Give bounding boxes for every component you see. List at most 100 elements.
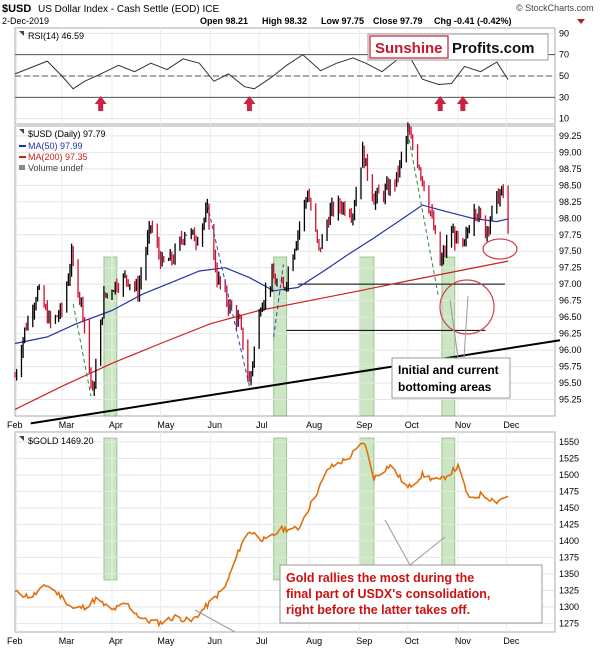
usd-dashed-guide: [273, 264, 284, 337]
usd-legend-icon: [19, 129, 24, 134]
bottoming-line2: bottoming areas: [398, 380, 492, 394]
month-label: Feb: [7, 420, 23, 430]
usd-legend-title: $USD (Daily) 97.79: [28, 129, 106, 139]
month-label: Nov: [455, 420, 472, 430]
gold-annotation: Gold rallies the most during the final p…: [279, 564, 543, 624]
month-label: Oct: [405, 420, 420, 430]
rsi-panel: 10 30 50 70 90 RSI(14) 46.59 Sunshine Profit…: [14, 27, 569, 125]
header-symbol: $USD: [2, 3, 31, 15]
rsi-tick-labels: 10 30 50 70 90: [559, 28, 569, 123]
usd-panel: 95.25 95.50 95.75 96.00 96.25 96.50 96.75 97.00…: [14, 122, 582, 425]
logo-part2: Profits.com: [452, 40, 535, 57]
usd-tick-label: 99.25: [559, 131, 582, 141]
gold-note-line3: right before the latter takes off.: [286, 603, 470, 617]
rsi-tick-label: 90: [559, 28, 569, 38]
initial-bottom-circle: [439, 279, 495, 335]
gold-tick-labels: 1275 1300 1325 1350 1375 1400 1425 1450 1475 1500…: [559, 437, 579, 629]
gold-tick-label: 1550: [559, 437, 579, 447]
usd-tick-label: 97.00: [559, 279, 582, 289]
gold-tick-label: 1325: [559, 585, 579, 595]
usd-tick-label: 95.25: [559, 395, 582, 405]
usd-tick-label: 95.50: [559, 378, 582, 388]
usd-tick-label: 95.75: [559, 362, 582, 372]
usd-tick-labels: 95.25 95.50 95.75 96.00 96.25 96.50 96.75 97.00…: [559, 131, 582, 405]
usd-trendline: [30, 339, 561, 425]
usd-tick-label: 98.75: [559, 164, 582, 174]
sunshine-profits-logo: Sunshine Profits.com: [367, 33, 549, 61]
header-date: 2-Dec-2019: [2, 16, 49, 26]
usd-tick-label: 96.25: [559, 329, 582, 339]
header-close: Close 97.79: [373, 16, 423, 26]
rsi-up-arrow-icon: [434, 96, 447, 111]
consolidation-zone: [441, 437, 456, 581]
gold-callout-lines: [194, 519, 446, 633]
header-chg: Chg -0.41 (-0.42%): [434, 16, 512, 26]
header-watermark: © StockCharts.com: [516, 3, 594, 13]
rsi-up-arrow-icon: [243, 96, 256, 111]
gold-note-line2: final part of USDX's consolidation,: [286, 587, 490, 601]
month-label: Feb: [7, 636, 23, 646]
usd-gridlines: [15, 126, 555, 416]
consolidation-zone: [273, 437, 288, 581]
usd-legend-ma50: MA(50) 97.99: [28, 141, 83, 151]
gold-tick-label: 1500: [559, 470, 579, 480]
usd-legend-ma200: MA(200) 97.35: [28, 152, 88, 162]
usd-tick-label: 98.00: [559, 213, 582, 223]
month-label: Mar: [59, 420, 75, 430]
consolidation-zone: [103, 256, 118, 417]
usd-tick-label: 96.75: [559, 296, 582, 306]
usd-tick-label: 96.50: [559, 312, 582, 322]
gold-tick-label: 1275: [559, 618, 579, 628]
month-label: Aug: [306, 636, 322, 646]
month-label: Nov: [455, 636, 472, 646]
rsi-tick-label: 70: [559, 50, 569, 60]
month-label: Apr: [109, 420, 123, 430]
month-label: May: [157, 420, 175, 430]
usd-legend-volume: Volume undef: [28, 163, 84, 173]
usd-dashed-guide: [72, 303, 92, 397]
rsi-up-arrow-icon: [456, 96, 469, 111]
gold-tick-label: 1425: [559, 519, 579, 529]
usd-tick-label: 97.50: [559, 246, 582, 256]
header-low: Low 97.75: [321, 16, 364, 26]
gold-tick-label: 1350: [559, 569, 579, 579]
bottoming-annotation: Initial and current bottoming areas: [391, 357, 511, 399]
gold-tick-label: 1475: [559, 486, 579, 496]
month-label: Oct: [405, 636, 420, 646]
consolidation-zone: [103, 437, 118, 581]
header-high: High 98.32: [262, 16, 307, 26]
gold-panel: 1275 1300 1325 1350 1375 1400 1425 1450 1475 1500…: [14, 431, 579, 633]
x-axis-month-labels-gold: Feb Mar Apr May Jun Jul Aug Sep Oct Nov Dec: [7, 636, 520, 646]
usd-tick-label: 98.50: [559, 180, 582, 190]
usd-tick-label: 99.00: [559, 147, 582, 157]
usd-dashed-lines: [72, 132, 440, 397]
month-label: Sep: [356, 420, 372, 430]
current-bottom-circle: [482, 238, 518, 260]
rsi-up-arrow-icon: [94, 96, 107, 111]
rsi-line: [14, 52, 509, 90]
rsi-legend: RSI(14) 46.59: [28, 31, 84, 41]
month-label: Apr: [109, 636, 123, 646]
gold-note-line1: Gold rallies the most during the: [286, 571, 474, 585]
header-name: US Dollar Index - Cash Settle (EOD) ICE: [38, 4, 219, 15]
month-label: Dec: [503, 636, 520, 646]
consolidation-zone: [358, 437, 375, 581]
ma50-line: [14, 204, 509, 345]
month-label: Sep: [356, 636, 372, 646]
usd-dashed-guide: [206, 204, 250, 387]
month-label: Dec: [503, 420, 520, 430]
gold-tick-label: 1525: [559, 453, 579, 463]
gold-tick-label: 1400: [559, 536, 579, 546]
gold-line: [14, 442, 509, 628]
x-axis-month-labels-usd: Feb Mar Apr May Jun Jul Aug Sep Oct Nov Dec: [7, 420, 520, 430]
month-label: Jun: [207, 420, 222, 430]
rsi-tick-label: 30: [559, 92, 569, 102]
dropdown-arrow-icon[interactable]: [577, 19, 585, 24]
month-label: Aug: [306, 420, 322, 430]
gold-legend-icon: [19, 436, 24, 441]
month-label: May: [157, 636, 175, 646]
gold-legend: $GOLD 1469.20: [28, 436, 94, 446]
gold-tick-label: 1450: [559, 503, 579, 513]
rsi-legend-icon: [19, 31, 24, 36]
